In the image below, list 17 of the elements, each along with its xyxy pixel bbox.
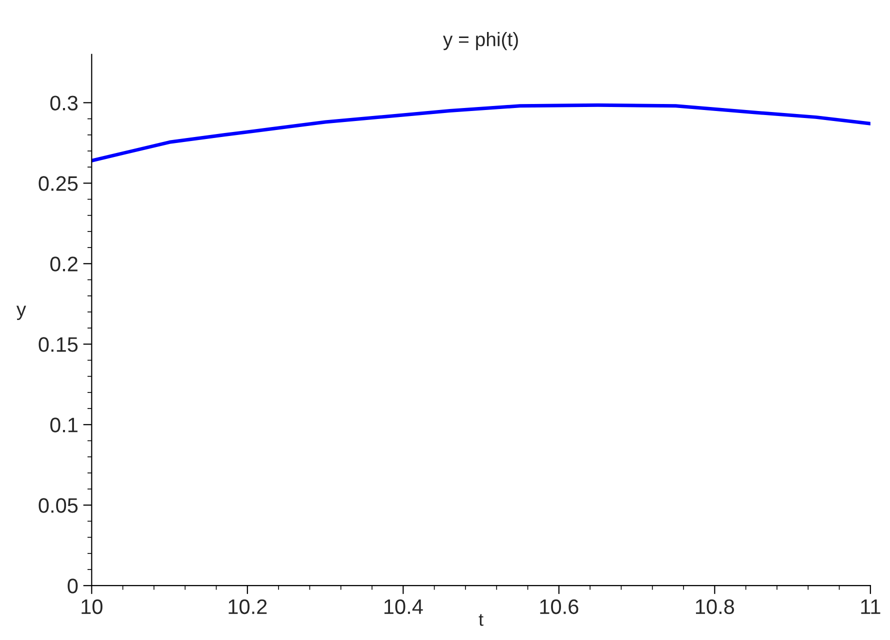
- y-tick-label: 0.2: [50, 256, 78, 272]
- y-tick-label: 0.3: [50, 96, 78, 110]
- x-tick-label: 11: [861, 600, 880, 614]
- line-series: [92, 103, 870, 162]
- y-axis-title: y: [16, 306, 26, 320]
- x-tick-label: 10.4: [384, 599, 423, 614]
- y-tick-label: 0.25: [38, 176, 78, 191]
- chart-title: y = phi(t): [443, 32, 518, 50]
- x-tick-label: 10.6: [540, 599, 578, 614]
- y-tick-label: 0.15: [38, 337, 78, 352]
- y-tick-label: 0: [68, 578, 78, 594]
- x-tick-label: 10.8: [696, 599, 734, 614]
- x-tick-label: 10: [82, 599, 102, 614]
- x-axis-title: t: [478, 614, 484, 626]
- x-tick-label: 10.2: [228, 599, 267, 614]
- y-tick-label: 0.1: [50, 418, 78, 432]
- y-tick-label: 0.05: [38, 498, 78, 513]
